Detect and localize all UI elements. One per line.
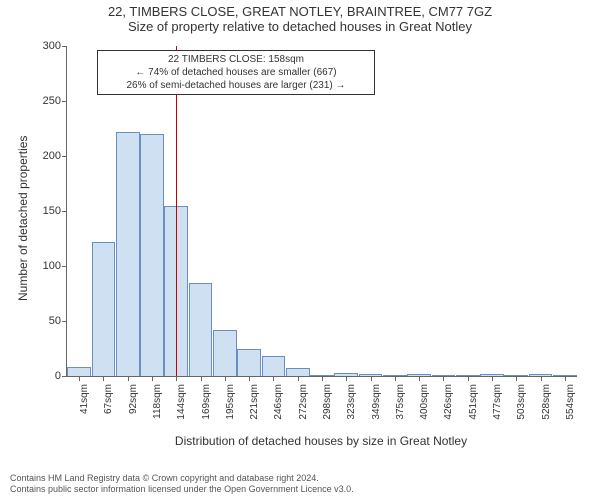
reference-marker-line bbox=[176, 46, 177, 376]
x-tick-mark bbox=[176, 376, 177, 381]
x-tick-mark bbox=[468, 376, 469, 381]
annotation-line3: 26% of semi-detached houses are larger (… bbox=[104, 79, 368, 92]
footer-line2: Contains public sector information licen… bbox=[10, 484, 354, 496]
y-tick-mark bbox=[62, 156, 67, 157]
y-tick-mark bbox=[62, 211, 67, 212]
x-tick-mark bbox=[516, 376, 517, 381]
chart-title-line2: Size of property relative to detached ho… bbox=[0, 19, 600, 34]
x-tick-mark bbox=[249, 376, 250, 381]
x-tick-mark bbox=[565, 376, 566, 381]
footer-attribution: Contains HM Land Registry data © Crown c… bbox=[10, 473, 354, 496]
x-tick-mark bbox=[103, 376, 104, 381]
y-tick-label: 50 bbox=[27, 315, 61, 327]
x-tick-mark bbox=[128, 376, 129, 381]
y-tick-label: 200 bbox=[27, 150, 61, 162]
x-axis-label: Distribution of detached houses by size … bbox=[66, 434, 576, 448]
x-tick-mark bbox=[346, 376, 347, 381]
footer-line1: Contains HM Land Registry data © Crown c… bbox=[10, 473, 354, 485]
y-tick-label: 150 bbox=[27, 205, 61, 217]
x-tick-mark bbox=[492, 376, 493, 381]
histogram-bar bbox=[92, 242, 116, 376]
y-tick-mark bbox=[62, 321, 67, 322]
x-tick-mark bbox=[298, 376, 299, 381]
x-tick-mark bbox=[443, 376, 444, 381]
x-tick-mark bbox=[79, 376, 80, 381]
x-tick-mark bbox=[541, 376, 542, 381]
y-tick-mark bbox=[62, 46, 67, 47]
x-tick-mark bbox=[419, 376, 420, 381]
x-tick-mark bbox=[322, 376, 323, 381]
histogram-bar bbox=[262, 356, 286, 376]
chart-title-block: 22, TIMBERS CLOSE, GREAT NOTLEY, BRAINTR… bbox=[0, 0, 600, 34]
y-tick-mark bbox=[62, 101, 67, 102]
x-tick-mark bbox=[201, 376, 202, 381]
histogram-bar bbox=[213, 330, 237, 376]
annotation-line2: ← 74% of detached houses are smaller (66… bbox=[104, 66, 368, 79]
x-tick-mark bbox=[395, 376, 396, 381]
annotation-line1: 22 TIMBERS CLOSE: 158sqm bbox=[104, 53, 368, 66]
y-tick-label: 300 bbox=[27, 40, 61, 52]
annotation-box: 22 TIMBERS CLOSE: 158sqm← 74% of detache… bbox=[97, 50, 375, 95]
histogram-bar bbox=[116, 132, 140, 376]
y-tick-mark bbox=[62, 266, 67, 267]
x-tick-mark bbox=[371, 376, 372, 381]
y-axis-label: Number of detached properties bbox=[16, 136, 30, 301]
histogram-bar bbox=[237, 349, 261, 377]
histogram-bar bbox=[67, 367, 91, 376]
y-tick-label: 250 bbox=[27, 95, 61, 107]
x-tick-mark bbox=[273, 376, 274, 381]
x-tick-mark bbox=[152, 376, 153, 381]
y-tick-label: 100 bbox=[27, 260, 61, 272]
y-tick-mark bbox=[62, 376, 67, 377]
histogram-bar bbox=[189, 283, 213, 377]
y-tick-label: 0 bbox=[27, 370, 61, 382]
chart-plot-area: 05010015020025030041sqm67sqm92sqm118sqm1… bbox=[66, 46, 577, 377]
histogram-bar bbox=[286, 368, 310, 376]
histogram-bar bbox=[140, 134, 164, 376]
x-tick-mark bbox=[225, 376, 226, 381]
chart-title-line1: 22, TIMBERS CLOSE, GREAT NOTLEY, BRAINTR… bbox=[0, 4, 600, 19]
